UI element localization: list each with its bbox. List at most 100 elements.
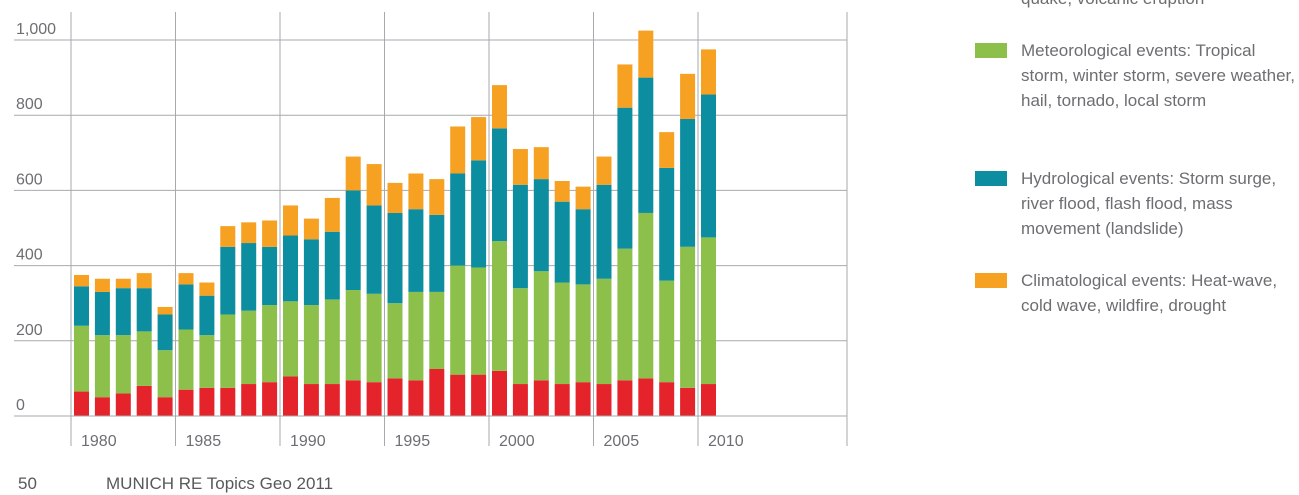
bar-hydrological-1984 bbox=[157, 314, 173, 351]
bar-geophysical-1982 bbox=[115, 393, 131, 416]
bar-climatological-1987 bbox=[220, 226, 236, 247]
bar-hydrological-2006 bbox=[617, 107, 633, 249]
bar-hydrological-2004 bbox=[575, 209, 591, 285]
bar-climatological-1993 bbox=[345, 156, 361, 191]
bar-climatological-2000 bbox=[492, 85, 507, 129]
bar-geophysical-1993 bbox=[345, 380, 361, 416]
bar-meteorological-1984 bbox=[157, 350, 173, 398]
bar-meteorological-1993 bbox=[345, 290, 361, 381]
bar-meteorological-1983 bbox=[136, 331, 152, 386]
bar-climatological-2003 bbox=[554, 181, 570, 202]
bar-climatological-2008 bbox=[659, 132, 675, 168]
bar-hydrological-2008 bbox=[659, 167, 675, 281]
bar-climatological-2005 bbox=[596, 156, 612, 185]
bar-geophysical-1991 bbox=[303, 384, 319, 416]
bar-geophysical-1987 bbox=[220, 387, 236, 416]
bar-geophysical-1981 bbox=[94, 397, 110, 416]
bar-hydrological-1999 bbox=[471, 160, 487, 268]
bar-geophysical-1989 bbox=[262, 382, 278, 416]
bar-hydrological-1992 bbox=[324, 231, 340, 300]
bar-hydrological-1989 bbox=[262, 246, 278, 306]
legend-swatch-climatological bbox=[975, 273, 1007, 288]
bar-meteorological-2005 bbox=[596, 278, 612, 385]
bar-geophysical-2001 bbox=[512, 384, 528, 416]
bar-geophysical-1995 bbox=[387, 378, 403, 416]
bar-hydrological-2001 bbox=[512, 184, 528, 289]
bar-meteorological-1994 bbox=[366, 293, 382, 383]
bar-meteorological-2002 bbox=[533, 271, 549, 381]
publication-title: MUNICH RE Topics Geo 2011 bbox=[106, 474, 334, 493]
bar-hydrological-1987 bbox=[220, 246, 236, 315]
bar-geophysical-2000 bbox=[492, 370, 507, 416]
bar-climatological-1984 bbox=[157, 306, 173, 315]
bar-hydrological-2005 bbox=[596, 184, 612, 279]
bar-meteorological-1986 bbox=[199, 335, 215, 388]
bar-meteorological-1980 bbox=[74, 325, 89, 392]
bar-meteorological-2010 bbox=[701, 237, 716, 385]
bar-hydrological-1996 bbox=[408, 209, 424, 292]
bar-geophysical-2003 bbox=[554, 384, 570, 416]
legend-label-meteorological: Meteorological events: Tropical storm, w… bbox=[1021, 41, 1295, 110]
y-tick-label-4: 800 bbox=[16, 96, 43, 113]
bar-climatological-2009 bbox=[680, 73, 696, 119]
y-tick-label-5: 1,000 bbox=[16, 21, 56, 38]
bar-geophysical-1994 bbox=[366, 382, 382, 416]
bar-meteorological-2008 bbox=[659, 280, 675, 383]
bar-geophysical-2006 bbox=[617, 380, 633, 416]
bar-meteorological-2006 bbox=[617, 248, 633, 381]
x-tick-label-1990: 1990 bbox=[290, 433, 326, 450]
bar-climatological-1985 bbox=[178, 273, 194, 285]
bar-meteorological-1997 bbox=[429, 291, 445, 369]
bar-geophysical-1983 bbox=[136, 385, 152, 416]
bar-meteorological-1989 bbox=[262, 305, 278, 383]
x-axis: 1980 1985 1990 1995 2000 2005 2010 bbox=[14, 12, 848, 450]
bar-hydrological-2000 bbox=[492, 128, 507, 242]
legend-label-hydrological: Hydrological events: Storm surge, river … bbox=[1021, 169, 1277, 238]
legend-swatch-meteorological bbox=[975, 43, 1007, 58]
legend-swatch-hydrological bbox=[975, 171, 1007, 186]
bar-geophysical-2002 bbox=[533, 380, 549, 416]
bar-climatological-2001 bbox=[512, 149, 528, 185]
bar-hydrological-1986 bbox=[199, 295, 215, 336]
bar-climatological-1982 bbox=[115, 278, 131, 289]
bar-hydrological-1982 bbox=[115, 288, 131, 336]
bar-geophysical-1999 bbox=[471, 374, 487, 416]
y-tick-label-1: 200 bbox=[16, 322, 43, 339]
bar-meteorological-2003 bbox=[554, 282, 570, 385]
bar-climatological-1991 bbox=[303, 218, 319, 240]
bar-climatological-2002 bbox=[533, 147, 549, 180]
bar-climatological-1986 bbox=[199, 282, 215, 296]
bar-climatological-1996 bbox=[408, 173, 424, 210]
bar-meteorological-1996 bbox=[408, 291, 424, 381]
x-tick-label-1980: 1980 bbox=[81, 433, 117, 450]
bar-climatological-1983 bbox=[136, 273, 152, 289]
x-tick-label-1995: 1995 bbox=[395, 433, 431, 450]
bar-climatological-1999 bbox=[471, 117, 487, 161]
bar-meteorological-1999 bbox=[471, 267, 487, 375]
y-tick-label-3: 600 bbox=[16, 171, 43, 188]
bar-climatological-1989 bbox=[262, 220, 278, 247]
bar-hydrological-1993 bbox=[345, 190, 361, 291]
bar-hydrological-2002 bbox=[533, 179, 549, 272]
bar-meteorological-1991 bbox=[303, 305, 319, 385]
bar-hydrological-2010 bbox=[701, 94, 716, 238]
bar-meteorological-1988 bbox=[241, 310, 257, 385]
bar-climatological-1998 bbox=[450, 126, 466, 174]
bar-climatological-1995 bbox=[387, 182, 403, 213]
bar-hydrological-1991 bbox=[303, 239, 319, 306]
bar-meteorological-2001 bbox=[512, 288, 528, 385]
y-tick-label-2: 400 bbox=[16, 247, 43, 264]
bar-geophysical-2005 bbox=[596, 384, 612, 416]
bar-geophysical-1985 bbox=[178, 389, 194, 416]
bar-meteorological-1998 bbox=[450, 265, 466, 375]
bar-meteorological-1992 bbox=[324, 299, 340, 385]
bar-geophysical-1990 bbox=[283, 376, 298, 416]
legend-label-climatological: Climatological events: Heat-wave, cold w… bbox=[1021, 271, 1278, 315]
x-tick-label-2005: 2005 bbox=[604, 433, 640, 450]
bar-meteorological-2004 bbox=[575, 284, 591, 383]
bar-meteorological-2007 bbox=[638, 212, 654, 379]
bar-geophysical-1996 bbox=[408, 380, 424, 416]
bar-climatological-1980 bbox=[74, 275, 89, 287]
y-axis-tick-labels: 0 200 400 600 800 1,000 bbox=[16, 21, 56, 414]
bars bbox=[74, 30, 716, 416]
